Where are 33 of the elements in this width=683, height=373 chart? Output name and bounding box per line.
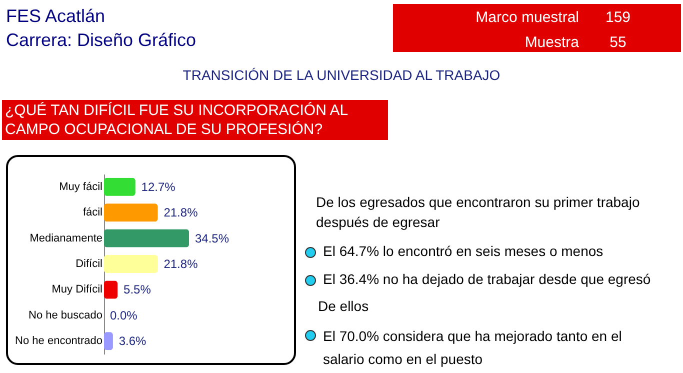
data-label: 12.7%: [141, 180, 176, 194]
text: 159: [604, 9, 632, 26]
text: Marco muestral: [474, 9, 579, 26]
y-tick-label: No he encontrado: [15, 335, 102, 348]
y-tick-label: Medianamente: [30, 232, 102, 244]
text: 55: [608, 34, 628, 51]
bar: [104, 229, 189, 248]
data-label: 3.6%: [118, 334, 147, 348]
y-tick-label: fácil: [82, 206, 102, 219]
text: FES Acatlán: [6, 6, 106, 27]
bar: [104, 332, 113, 350]
bar: [104, 280, 118, 299]
data-label: 34.5%: [195, 231, 230, 246]
bar: [104, 178, 136, 196]
chart-subtitle: ¿QUÉ TAN DIFÍCIL FUE SU INCORPORACIÓN AL CAMPO OCUPACIONAL DE SU PROFESIÓN?: [2, 100, 388, 140]
text: De los egresados que encontraron su primer trabajo después de egresar: [316, 193, 641, 232]
bar: [104, 255, 158, 273]
text: El 64.7% lo encontró en seis meses o menos: [323, 243, 604, 259]
bar: [104, 204, 158, 222]
y-tick-label: No he buscado: [28, 309, 102, 322]
text: TRANSICIÓN DE LA UNIVERSIDAD AL TRABAJO: [182, 67, 502, 83]
text: El 70.0% considera que ha mejorado tanto en el salario como en el puesto: [323, 327, 623, 369]
y-tick-label: Difícil: [76, 258, 102, 270]
data-label: 5.5%: [124, 282, 152, 297]
data-label: 0.0%: [110, 308, 138, 322]
text: De ellos: [318, 298, 369, 314]
data-label: 21.8%: [164, 257, 198, 271]
text: Muestra: [524, 34, 579, 51]
text: Carrera: Diseño Gráfico: [6, 30, 196, 51]
y-tick-label: Muy fácil: [59, 180, 102, 193]
text: El 36.4% no ha dejado de trabajar desde que egresó: [323, 271, 651, 287]
data-label: 21.8%: [164, 206, 198, 220]
y-tick-label: Muy Difícil: [52, 284, 102, 296]
